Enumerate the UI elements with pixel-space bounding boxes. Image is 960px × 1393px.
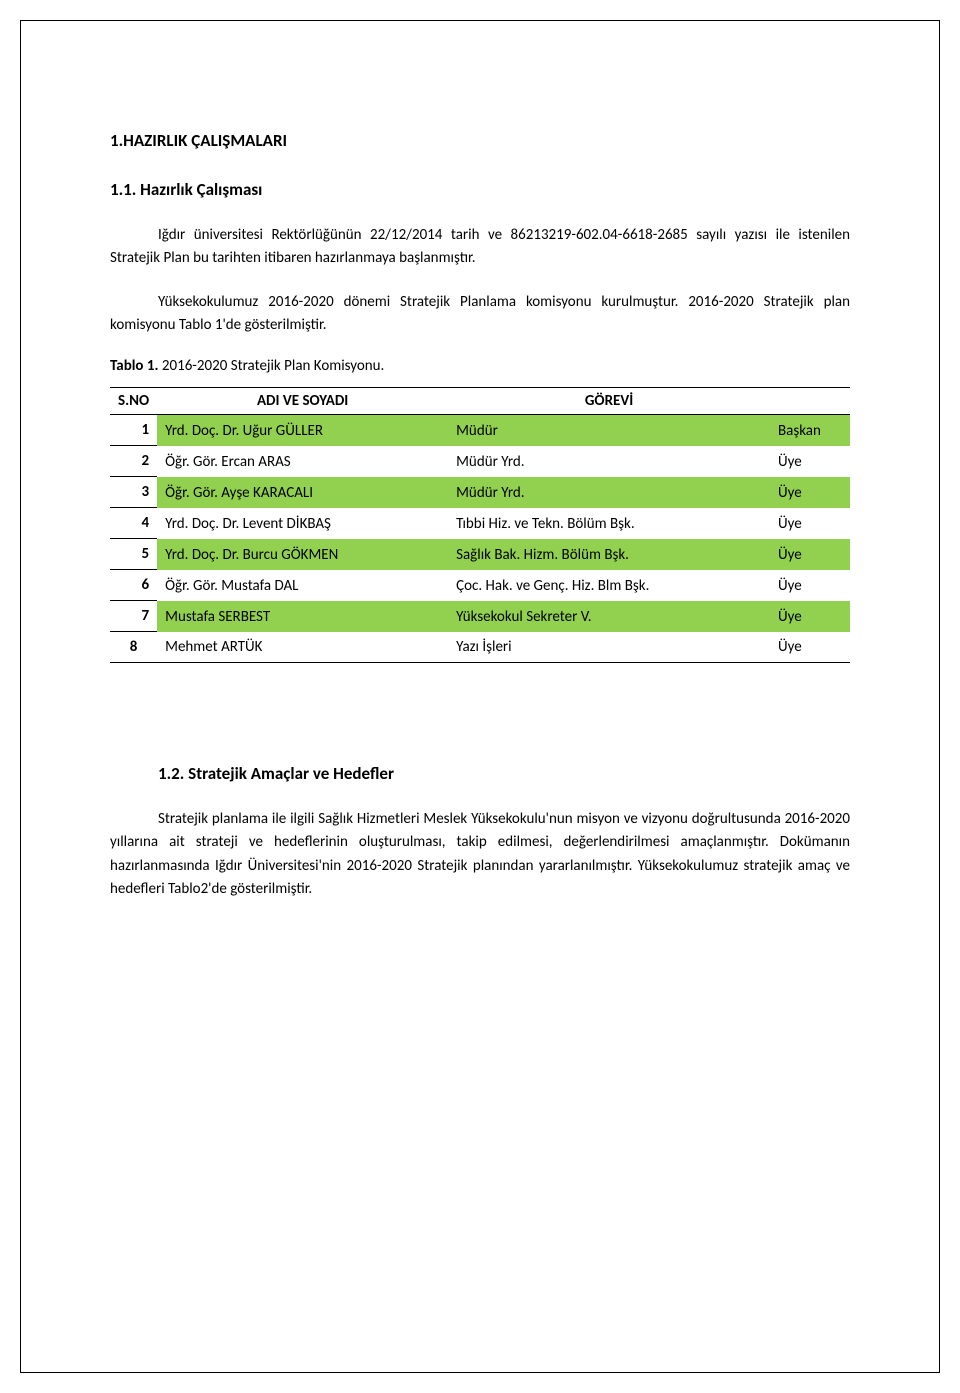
cell-sno: 7 bbox=[110, 601, 157, 632]
cell-pos: Üye bbox=[770, 570, 850, 601]
table-row: 2Öğr. Gör. Ercan ARASMüdür Yrd.Üye bbox=[110, 446, 850, 477]
cell-name: Yrd. Doç. Dr. Uğur GÜLLER bbox=[157, 415, 448, 446]
table-row: 7Mustafa SERBESTYüksekokul Sekreter V.Üy… bbox=[110, 601, 850, 632]
cell-sno: 5 bbox=[110, 539, 157, 570]
cell-sno: 4 bbox=[110, 508, 157, 539]
cell-role: Yazı İşleri bbox=[448, 632, 770, 663]
cell-pos: Üye bbox=[770, 446, 850, 477]
table-1-caption-bold: Tablo 1. bbox=[110, 357, 159, 375]
cell-name: Öğr. Gör. Mustafa DAL bbox=[157, 570, 448, 601]
cell-role: Tıbbi Hiz. ve Tekn. Bölüm Bşk. bbox=[448, 508, 770, 539]
table-row: 1Yrd. Doç. Dr. Uğur GÜLLERMüdürBaşkan bbox=[110, 415, 850, 446]
table-1-caption: Tablo 1. 2016-2020 Stratejik Plan Komisy… bbox=[110, 357, 850, 375]
col-name: ADI VE SOYADI bbox=[157, 388, 448, 415]
cell-name: Yrd. Doç. Dr. Levent DİKBAŞ bbox=[157, 508, 448, 539]
heading-1: 1.HAZIRLIK ÇALIŞMALARI bbox=[110, 130, 850, 151]
cell-pos: Başkan bbox=[770, 415, 850, 446]
cell-pos: Üye bbox=[770, 632, 850, 663]
paragraph-intro-1: Iğdır üniversitesi Rektörlüğünün 22/12/2… bbox=[110, 224, 850, 271]
document-content: 1.HAZIRLIK ÇALIŞMALARI 1.1. Hazırlık Çal… bbox=[110, 130, 850, 921]
cell-role: Çoc. Hak. ve Genç. Hiz. Blm Bşk. bbox=[448, 570, 770, 601]
table-1-caption-text: 2016-2020 Stratejik Plan Komisyonu. bbox=[159, 357, 385, 375]
table-komisyon: S.NO ADI VE SOYADI GÖREVİ 1Yrd. Doç. Dr.… bbox=[110, 387, 850, 663]
cell-sno: 6 bbox=[110, 570, 157, 601]
cell-role: Müdür Yrd. bbox=[448, 477, 770, 508]
cell-pos: Üye bbox=[770, 508, 850, 539]
cell-sno: 2 bbox=[110, 446, 157, 477]
cell-pos: Üye bbox=[770, 477, 850, 508]
col-pos bbox=[770, 388, 850, 415]
table-row: 4Yrd. Doç. Dr. Levent DİKBAŞTıbbi Hiz. v… bbox=[110, 508, 850, 539]
cell-role: Sağlık Bak. Hizm. Bölüm Bşk. bbox=[448, 539, 770, 570]
table-row: 6Öğr. Gör. Mustafa DALÇoc. Hak. ve Genç.… bbox=[110, 570, 850, 601]
cell-sno: 8 bbox=[110, 632, 157, 663]
table-row: 5Yrd. Doç. Dr. Burcu GÖKMENSağlık Bak. H… bbox=[110, 539, 850, 570]
col-role: GÖREVİ bbox=[448, 388, 770, 415]
cell-pos: Üye bbox=[770, 601, 850, 632]
cell-sno: 3 bbox=[110, 477, 157, 508]
cell-name: Mehmet ARTÜK bbox=[157, 632, 448, 663]
cell-pos: Üye bbox=[770, 539, 850, 570]
table-header-row: S.NO ADI VE SOYADI GÖREVİ bbox=[110, 388, 850, 415]
cell-name: Öğr. Gör. Ercan ARAS bbox=[157, 446, 448, 477]
heading-1-2: 1.2. Stratejik Amaçlar ve Hedefler bbox=[158, 763, 850, 784]
table-row: 8Mehmet ARTÜKYazı İşleriÜye bbox=[110, 632, 850, 663]
cell-sno: 1 bbox=[110, 415, 157, 446]
cell-role: Müdür bbox=[448, 415, 770, 446]
cell-role: Müdür Yrd. bbox=[448, 446, 770, 477]
table-row: 3Öğr. Gör. Ayşe KARACALIMüdür Yrd.Üye bbox=[110, 477, 850, 508]
cell-role: Yüksekokul Sekreter V. bbox=[448, 601, 770, 632]
paragraph-intro-2: Yüksekokulumuz 2016-2020 dönemi Strateji… bbox=[110, 291, 850, 338]
cell-name: Yrd. Doç. Dr. Burcu GÖKMEN bbox=[157, 539, 448, 570]
col-sno: S.NO bbox=[110, 388, 157, 415]
heading-1-1: 1.1. Hazırlık Çalışması bbox=[110, 179, 850, 200]
paragraph-amaclar: Stratejik planlama ile ilgili Sağlık Hiz… bbox=[110, 808, 850, 901]
cell-name: Mustafa SERBEST bbox=[157, 601, 448, 632]
cell-name: Öğr. Gör. Ayşe KARACALI bbox=[157, 477, 448, 508]
